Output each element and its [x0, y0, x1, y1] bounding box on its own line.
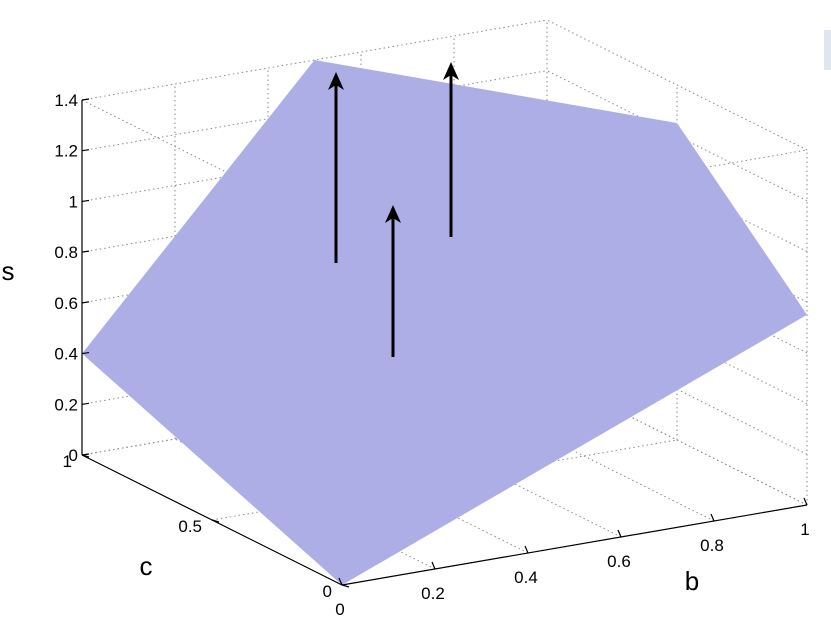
grid-line — [453, 390, 715, 522]
b-tick-label: 0.2 — [421, 584, 445, 603]
window-edge — [824, 30, 831, 70]
s-tick-label: 1 — [69, 192, 78, 211]
c-axis-label: c — [140, 551, 153, 581]
arrow-head — [328, 72, 344, 90]
b-tick-label: 0.4 — [514, 568, 538, 587]
c-tick-label: 0.5 — [178, 517, 202, 536]
b-axis-label: b — [685, 566, 699, 596]
c-tick-label: 0 — [323, 582, 332, 601]
s-tick — [81, 149, 90, 152]
grid-line — [546, 374, 808, 506]
s-tick — [81, 199, 90, 203]
s-tick-label: 0.8 — [54, 243, 78, 262]
b-tick — [617, 529, 622, 538]
arrow-left — [328, 72, 344, 263]
b-tick-label: 1 — [800, 520, 809, 539]
b-tick — [431, 561, 436, 570]
s-tick — [81, 402, 90, 405]
b-tick-label: 0.8 — [700, 536, 724, 555]
b-axis — [341, 504, 808, 586]
b-tick-label: 0 — [335, 600, 344, 619]
s-axis-label: s — [2, 256, 15, 286]
arrow-middle — [385, 205, 401, 357]
b-tick — [338, 577, 343, 586]
b-tick — [524, 545, 529, 554]
c-tick-label: 1 — [63, 452, 72, 471]
c-tick — [81, 454, 90, 458]
s-tick — [81, 301, 90, 304]
arrow-right — [443, 62, 459, 237]
c-tick — [211, 519, 220, 523]
s-tick-label: 0.2 — [54, 395, 78, 414]
arrows — [328, 62, 459, 357]
s-tick-label: 1.4 — [54, 91, 78, 110]
c-tick — [341, 584, 350, 588]
b-tick-label: 0.6 — [607, 552, 631, 571]
s-tick — [81, 351, 90, 355]
grid-line — [546, 19, 808, 151]
b-tick — [710, 513, 715, 522]
s-tick — [81, 250, 90, 253]
box-edge — [81, 99, 343, 231]
arrow-head — [443, 62, 459, 80]
s-tick-label: 0 — [69, 446, 78, 465]
s-tick — [81, 98, 90, 101]
arrow-head — [385, 205, 401, 223]
s-tick-label: 0.6 — [54, 294, 78, 313]
s-tick-label: 1.2 — [54, 142, 78, 161]
s-tick-label: 0.4 — [54, 345, 78, 364]
surface-patch — [82, 60, 807, 585]
b-tick — [803, 497, 808, 506]
tick-labels: 00.20.40.60.811.21.400.20.40.60.8100.51s… — [2, 91, 810, 619]
axes — [81, 98, 808, 588]
